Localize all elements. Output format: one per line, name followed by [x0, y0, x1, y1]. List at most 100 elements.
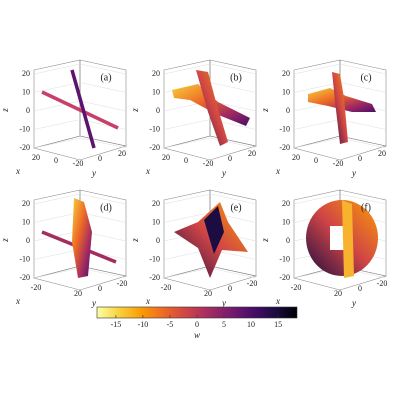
- z-tick-label: 0: [26, 106, 30, 115]
- y-tick-label: -20: [203, 159, 214, 168]
- grid-line: [339, 82, 387, 93]
- grid-line: [79, 82, 127, 93]
- panel-label: (e): [230, 202, 241, 213]
- z-axis-label: z: [130, 108, 140, 113]
- x-axis-label: x: [15, 296, 20, 306]
- x-tick-label: 0: [184, 156, 188, 165]
- box-floor: [162, 135, 258, 161]
- z-tick-label: -10: [149, 124, 160, 133]
- z-tick-label: -20: [149, 273, 160, 282]
- grid-line: [209, 193, 257, 205]
- panel-label: (c): [360, 72, 371, 83]
- grid-line: [293, 193, 341, 205]
- z-axis-label: z: [260, 238, 270, 243]
- box-floor: [162, 265, 258, 291]
- x-tick-label: 20: [32, 153, 40, 162]
- surface: [342, 200, 354, 278]
- x-tick-label: -20: [161, 283, 172, 292]
- z-tick-label: 0: [156, 236, 160, 245]
- surface: [70, 69, 96, 149]
- colorbar-label: w: [194, 330, 200, 340]
- grid-line: [209, 137, 257, 149]
- grid-line: [33, 267, 81, 279]
- y-tick-label: 0: [98, 284, 102, 293]
- x-tick-label: 0: [314, 156, 318, 165]
- grid-line: [293, 82, 341, 93]
- colorbar-tick-label: -15: [111, 320, 122, 329]
- z-tick-label: 10: [22, 217, 30, 226]
- z-tick-label: 20: [22, 199, 30, 208]
- y-tick-label: -20: [73, 159, 84, 168]
- panel: 20 10 0 -10 -20 z (a) 20 0 x -20 0 20 y: [0, 59, 128, 178]
- y-tick-label: -20: [247, 279, 258, 288]
- z-tick-label: 10: [152, 217, 160, 226]
- z-tick-label: -20: [279, 143, 290, 152]
- x-axis-label: x: [275, 296, 280, 306]
- surface: [332, 72, 348, 144]
- colorbar-tick-label: -10: [138, 320, 149, 329]
- grid-line: [33, 249, 81, 260]
- z-tick-label: -20: [279, 273, 290, 282]
- panel-label: (b): [230, 72, 242, 83]
- y-axis-label: y: [221, 168, 226, 178]
- grid-line: [339, 63, 387, 75]
- x-axis-label: x: [145, 166, 150, 176]
- box-floor: [32, 265, 128, 291]
- panel: 20 10 0 -10 -20 z (c) 20 0 x -20 0 20 y: [260, 59, 388, 178]
- z-axis-label: z: [0, 108, 10, 113]
- x-axis-label: x: [15, 166, 20, 176]
- colorbar-tick-label: 5: [222, 320, 226, 329]
- box-floor: [32, 135, 128, 161]
- grid-line: [33, 82, 81, 93]
- z-axis-label: z: [260, 108, 270, 113]
- surface: [41, 90, 119, 130]
- grid-line: [163, 137, 211, 149]
- grid-line: [79, 193, 127, 205]
- grid-line: [33, 63, 81, 75]
- z-tick-label: 0: [26, 236, 30, 245]
- grid-line: [79, 100, 127, 112]
- z-tick-label: 0: [286, 236, 290, 245]
- y-tick-label: -20: [333, 159, 344, 168]
- z-tick-label: 10: [152, 87, 160, 96]
- y-tick-label: -20: [377, 279, 388, 288]
- z-tick-label: 20: [282, 199, 290, 208]
- z-tick-label: 20: [152, 69, 160, 78]
- grid-line: [209, 63, 257, 75]
- y-tick-label: 0: [228, 284, 232, 293]
- panel: 20 10 0 -10 -20 z (e) -20 x 20 0 -20 y: [130, 189, 258, 308]
- panel-label: (d): [100, 202, 112, 213]
- grid-line: [33, 100, 81, 112]
- grid-line: [33, 137, 81, 149]
- z-tick-label: 20: [22, 69, 30, 78]
- grid-line: [163, 193, 211, 205]
- y-tick-label: 0: [228, 154, 232, 163]
- y-axis-label: y: [91, 168, 96, 178]
- y-tick-label: 20: [248, 149, 256, 158]
- colorbar-tick-label: 15: [274, 320, 282, 329]
- y-tick-label: 20: [118, 149, 126, 158]
- grid-line: [163, 267, 211, 279]
- z-tick-label: 10: [282, 217, 290, 226]
- z-tick-label: -20: [19, 143, 30, 152]
- y-axis-label: y: [351, 298, 356, 308]
- z-axis-label: z: [130, 238, 140, 243]
- grid-line: [293, 63, 341, 75]
- y-tick-label: 0: [358, 284, 362, 293]
- grid-line: [33, 212, 81, 223]
- x-tick-label: 0: [54, 156, 58, 165]
- grid-line: [33, 230, 81, 242]
- y-tick-label: 20: [378, 149, 386, 158]
- grid-line: [293, 137, 341, 149]
- z-tick-label: -10: [19, 124, 30, 133]
- x-axis-label: x: [275, 166, 280, 176]
- z-tick-label: 0: [156, 106, 160, 115]
- grid-line: [33, 119, 81, 130]
- grid-line: [163, 63, 211, 75]
- grid-line: [79, 63, 127, 75]
- z-tick-label: 20: [282, 69, 290, 78]
- z-tick-label: -10: [149, 254, 160, 263]
- z-tick-label: 20: [152, 199, 160, 208]
- surface: [72, 198, 92, 278]
